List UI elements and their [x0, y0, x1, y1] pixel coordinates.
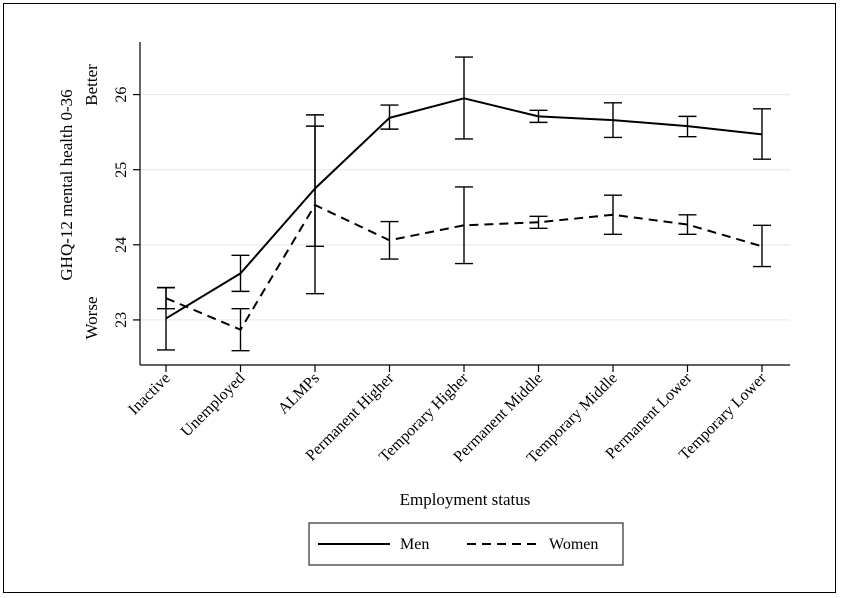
y-tick-label: 26 — [113, 87, 130, 103]
y-tick-label: 23 — [113, 312, 130, 328]
figure-frame — [3, 3, 836, 593]
error-bar — [753, 224, 771, 268]
x-axis-title: Employment status — [400, 490, 531, 509]
y-ticks: 23 24 25 26 — [113, 87, 140, 328]
series — [157, 56, 771, 352]
error-bar — [231, 254, 250, 293]
error-bar — [157, 286, 175, 310]
error-bar — [678, 214, 697, 235]
y-tick-label: 24 — [113, 237, 130, 253]
y-axis-label-better: Better — [82, 64, 101, 106]
error-bar — [455, 56, 473, 140]
x-tick-label: Inactive — [125, 370, 173, 418]
error-bar — [380, 104, 399, 130]
error-bar — [529, 109, 548, 124]
error-bar — [604, 194, 622, 235]
error-bar — [306, 114, 324, 248]
x-tick-label: ALMPs — [275, 370, 323, 418]
legend: Men Women — [308, 522, 624, 566]
axes — [139, 42, 790, 366]
error-bar — [678, 115, 697, 138]
legend-label-men: Men — [400, 536, 429, 553]
error-bar — [380, 220, 399, 260]
grid-lines — [140, 94, 790, 321]
legend-label-women: Women — [549, 536, 598, 553]
error-bar — [604, 102, 622, 139]
y-axis-label-worse: Worse — [82, 296, 101, 339]
error-bar — [753, 108, 771, 160]
series-women — [157, 114, 771, 352]
x-tick-label: Unemployed — [178, 370, 248, 440]
error-bar — [529, 215, 548, 229]
y-axis-title: GHQ-12 mental health 0-36 — [57, 89, 76, 280]
y-tick-label: 25 — [113, 162, 130, 178]
error-bar — [455, 186, 473, 265]
error-bar — [231, 307, 250, 352]
